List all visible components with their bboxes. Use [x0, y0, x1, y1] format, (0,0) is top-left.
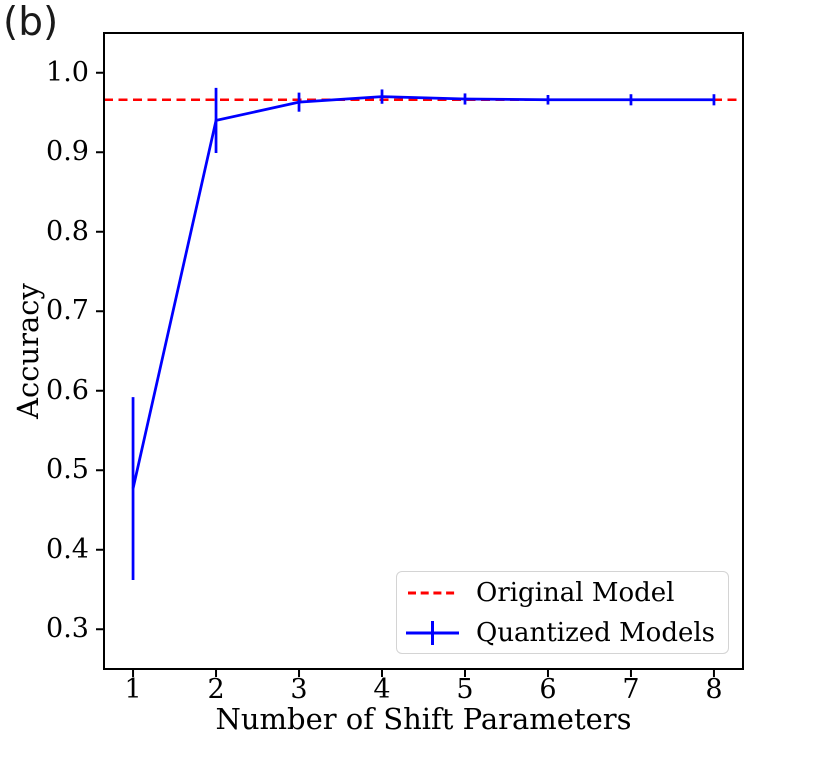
y-tick-label: 0.6	[46, 374, 89, 406]
y-tick-label: 0.8	[46, 215, 89, 247]
y-tick-label: 0.4	[46, 533, 89, 565]
x-tick-label: 2	[207, 674, 225, 705]
y-tick-label: 0.5	[46, 454, 89, 486]
x-axis-label: Number of Shift Parameters	[215, 702, 632, 736]
legend-row-quantized-models: Quantized Models	[406, 613, 728, 653]
y-tick-label: 0.3	[46, 613, 89, 645]
legend: Original Model Quantized Models	[396, 571, 729, 654]
x-tick-label: 4	[373, 674, 391, 705]
x-tick-label: 1	[124, 674, 142, 705]
y-axis-label: Accuracy	[11, 283, 45, 419]
x-tick-label: 7	[622, 674, 640, 705]
x-tick-label: 8	[705, 674, 723, 705]
dashed-line-key-icon	[408, 591, 456, 595]
y-tick-label: 1.0	[46, 56, 89, 88]
quantized-models-line	[131, 95, 714, 489]
plot-frame	[103, 32, 744, 670]
y-tick-label: 0.7	[46, 295, 89, 327]
legend-label-quantized-models: Quantized Models	[476, 618, 716, 648]
y-tick-label: 0.9	[46, 136, 89, 168]
legend-row-original-model: Original Model	[406, 573, 728, 613]
x-tick-label: 6	[539, 674, 557, 705]
x-tick-label: 3	[290, 674, 308, 705]
errorbar-key-icon	[406, 621, 459, 645]
legend-label-original-model: Original Model	[476, 578, 675, 608]
x-tick-label: 5	[456, 674, 474, 705]
panel-label: (b)	[3, 0, 59, 45]
